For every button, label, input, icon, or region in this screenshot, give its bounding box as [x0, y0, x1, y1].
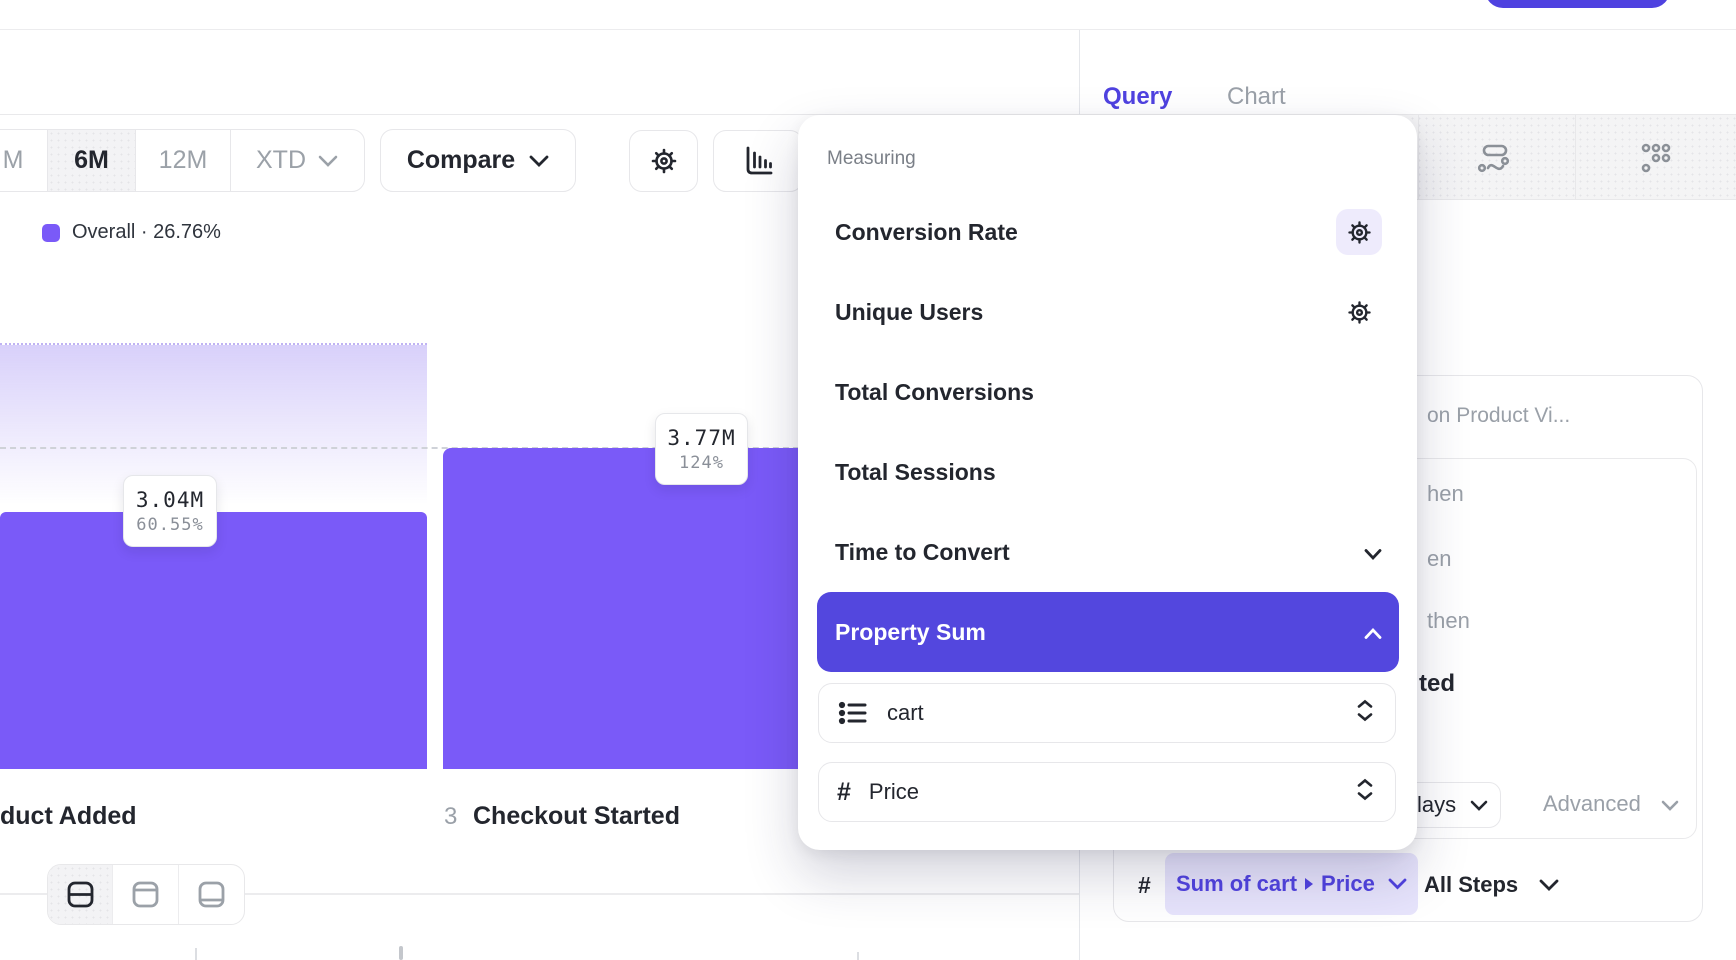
time-range-12m[interactable]: 12M: [136, 130, 231, 191]
breadcrumb-arrow-icon: [1305, 878, 1314, 890]
up-down-arrows-icon: [1357, 778, 1373, 806]
step-label: Checkout Started: [473, 802, 680, 830]
advanced-dropdown[interactable]: Advanced: [1543, 791, 1679, 817]
property-select-cart[interactable]: cart: [818, 683, 1396, 743]
chevron-up-icon: [1364, 627, 1382, 639]
panel-divider: [1079, 850, 1080, 960]
value-label: 3.77M: [667, 425, 736, 450]
legend: Overall · 26.76%: [42, 221, 221, 244]
menu-item-total-sessions[interactable]: Total Sessions: [835, 458, 996, 485]
layout-top-panel-button[interactable]: [113, 865, 179, 924]
hash-icon: #: [837, 777, 851, 806]
query-card-title-truncated: on Product Vi...: [1427, 404, 1571, 427]
table-edge-tick: [399, 946, 403, 960]
query-step-fragment-highlight: ted: [1419, 670, 1455, 697]
chart-type-button[interactable]: [713, 130, 803, 192]
gear-icon: [1347, 300, 1371, 324]
time-range-group: M 6M 12M XTD: [0, 129, 365, 192]
conversion-label: 124%: [679, 452, 724, 473]
value-label: 3.04M: [135, 487, 205, 512]
funnel-bar-product-added[interactable]: [0, 512, 427, 769]
menu-item-time-to-convert[interactable]: Time to Convert: [835, 538, 1010, 565]
query-step-fragment: then: [1427, 608, 1470, 633]
chevron-down-icon: [1364, 549, 1382, 561]
chevron-down-icon: [1661, 800, 1679, 811]
layout-bottom-icon: [198, 881, 225, 908]
time-range-1m[interactable]: M: [0, 130, 48, 191]
query-step-fragment: en: [1427, 546, 1452, 571]
value-label-box: 3.77M 124%: [655, 413, 748, 485]
chevron-down-icon: [1539, 879, 1559, 891]
all-steps-dropdown[interactable]: All Steps: [1424, 872, 1559, 898]
tab-query[interactable]: Query: [1103, 83, 1173, 110]
layout-split-rows-button[interactable]: [48, 865, 114, 924]
value-label-box: 3.04M 60.55%: [123, 475, 217, 547]
top-bar: [0, 0, 1736, 30]
chevron-down-icon: [1388, 878, 1407, 890]
header-strip: [0, 30, 1736, 115]
property-select-price[interactable]: # Price: [818, 762, 1396, 822]
dropdown-title: Measuring: [827, 148, 916, 169]
toolbar-cell-divider: [1575, 115, 1576, 200]
chevron-down-icon: [1470, 800, 1488, 811]
metric-settings-button[interactable]: [1336, 289, 1382, 335]
chevron-down-icon: [529, 155, 549, 167]
legend-label: Overall · 26.76%: [72, 221, 221, 243]
layout-top-icon: [132, 881, 159, 908]
menu-item-unique-users[interactable]: Unique Users: [835, 298, 984, 325]
time-range-6m[interactable]: 6M: [48, 130, 136, 191]
chevron-down-icon: [318, 155, 338, 167]
numeric-type-icon: #: [1138, 872, 1151, 898]
tab-chart[interactable]: Chart: [1227, 83, 1286, 110]
compare-button[interactable]: Compare: [380, 129, 576, 192]
layout-rows-icon: [67, 881, 94, 908]
layout-bottom-panel-button[interactable]: [179, 865, 244, 924]
step-label-truncated: duct Added: [0, 802, 137, 830]
panel-divider: [1079, 30, 1080, 115]
section-divider-line: [0, 893, 1079, 895]
metric-settings-button[interactable]: [1336, 209, 1382, 255]
bar-chart-icon: [746, 146, 773, 175]
menu-item-total-conversions[interactable]: Total Conversions: [835, 378, 1034, 405]
flows-icon[interactable]: [1474, 139, 1512, 182]
conversion-label: 60.55%: [136, 514, 204, 535]
table-edge-tick: [195, 948, 197, 960]
gear-icon: [1347, 220, 1371, 244]
toolbar-cell-divider: [1418, 115, 1419, 200]
menu-item-conversion-rate[interactable]: Conversion Rate: [835, 218, 1018, 245]
up-down-arrows-icon: [1357, 699, 1373, 727]
list-icon: [837, 698, 869, 728]
step-number: 3: [444, 803, 458, 830]
time-range-xtd[interactable]: XTD: [231, 130, 363, 191]
legend-swatch: [42, 223, 60, 242]
primary-action-button-partial[interactable]: [1485, 0, 1670, 8]
sum-of-cart-price-chip[interactable]: Sum of cart Price: [1165, 853, 1418, 915]
table-edge-tick: [857, 952, 859, 960]
menu-item-property-sum-selected[interactable]: Property Sum: [817, 592, 1399, 672]
measuring-dropdown-panel: Measuring Conversion Rate Unique Users T…: [798, 115, 1417, 850]
grid-dots-icon[interactable]: [1637, 139, 1675, 182]
gear-icon: [651, 148, 676, 174]
chart-settings-button[interactable]: [629, 130, 698, 192]
query-step-fragment: hen: [1427, 481, 1464, 506]
layout-toggle-group: [47, 864, 245, 925]
